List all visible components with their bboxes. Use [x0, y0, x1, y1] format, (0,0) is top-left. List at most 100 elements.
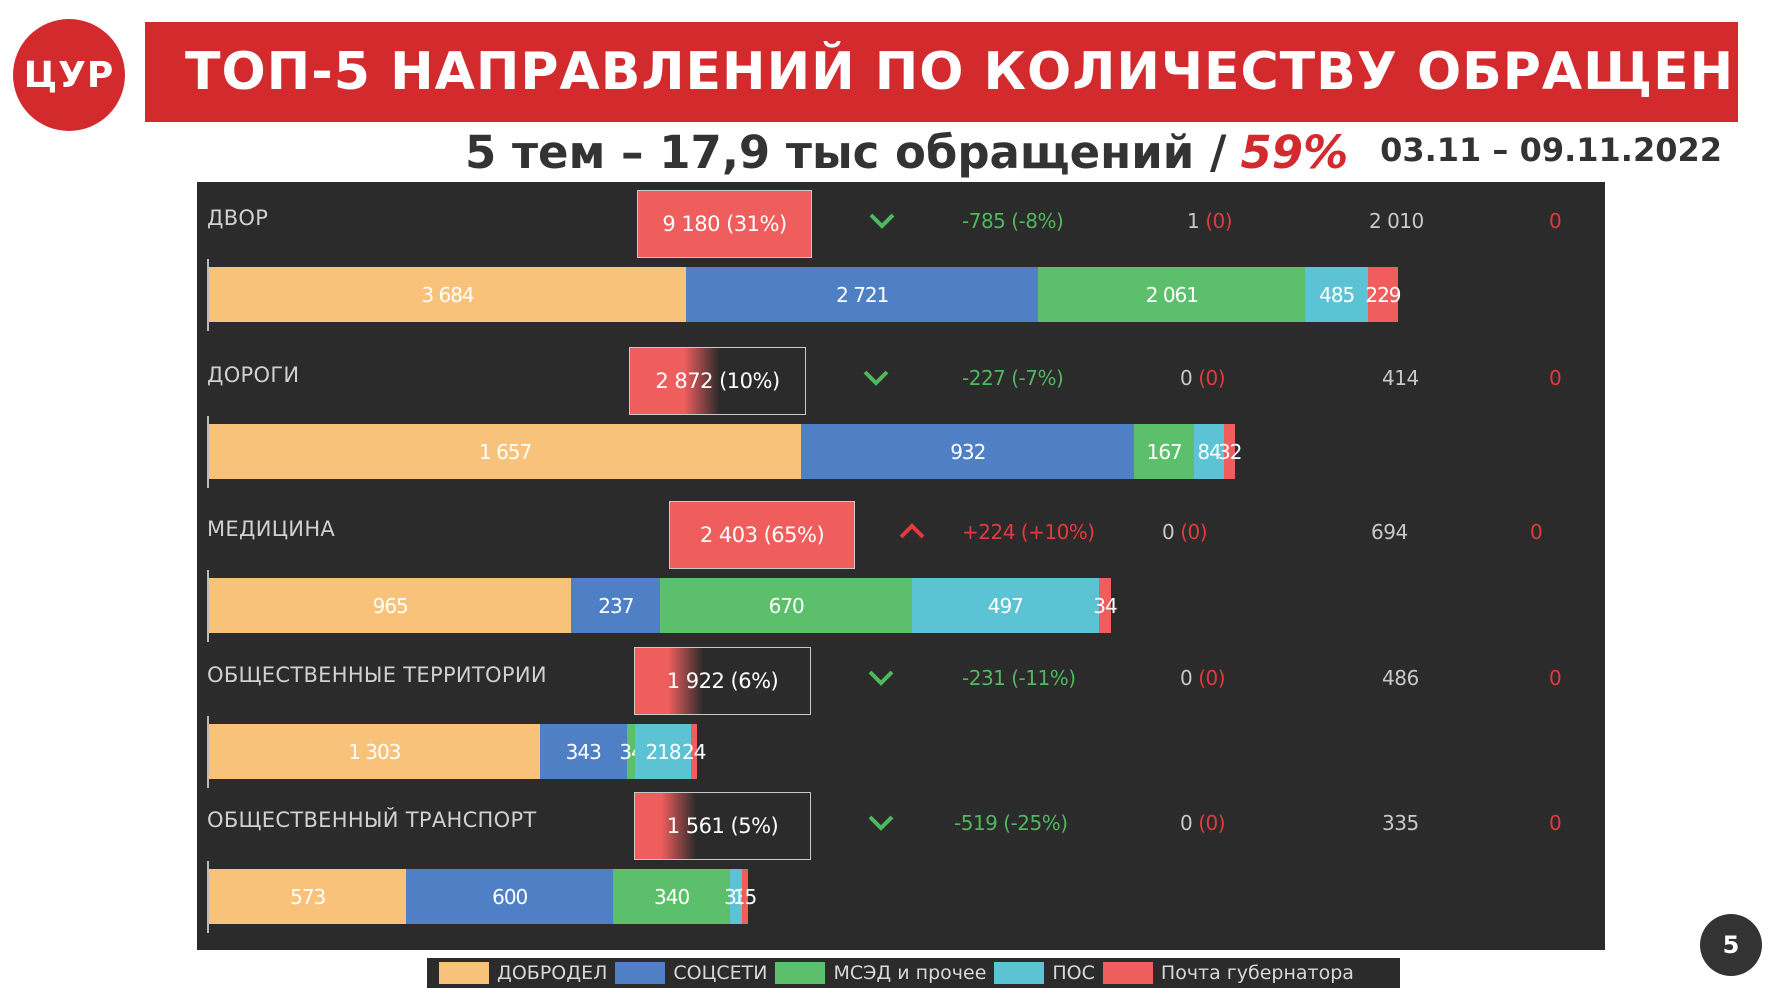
bar-segment-label: 343 [565, 739, 602, 764]
bar-segment-label: 965 [372, 593, 409, 618]
bar-segment-label: 2 721 [836, 282, 889, 307]
legend-label: ДОБРОДЕЛ [497, 962, 608, 984]
legend-swatch [615, 962, 666, 984]
bar-segment-пос: 485 [1305, 267, 1369, 322]
bar-segment-соцсети: 600 [406, 869, 614, 924]
stacked-bar: 3 684 2 721 2 061 485 229 [207, 259, 1402, 331]
date-range: 03.11 – 09.11.2022 [1380, 131, 1722, 169]
bar-segment-label: 32 [1218, 439, 1242, 464]
category-label: МЕДИЦИНА [207, 517, 336, 541]
trend-down-icon [868, 670, 894, 686]
subtitle: 5 тем – 17,9 тыс обращений / 59% [465, 122, 1348, 182]
stat-count-value: 0 [1162, 520, 1175, 544]
change-value: -785 (-8%) [962, 209, 1064, 233]
bar-segment-label: 340 [654, 884, 690, 909]
total-value-box: 2 872 (10%) [629, 347, 806, 415]
total-value-box: 9 180 (31%) [637, 190, 812, 258]
change-value: -519 (-25%) [954, 811, 1068, 835]
stacked-bar: 1 657 932 167 84 32 [207, 416, 1243, 488]
bar-axis-line [207, 861, 209, 933]
stat-secondary: 486 [1382, 666, 1419, 690]
page-title: ТОП-5 НАПРАВЛЕНИЙ ПО КОЛИЧЕСТВУ ОБРАЩЕНИ… [145, 22, 1767, 122]
bar-segment-соцсети: 343 [539, 724, 627, 779]
legend-label: Почта губернатора [1160, 962, 1354, 984]
bar-segment-мсэд-и-прочее: 167 [1134, 424, 1195, 479]
bar-segment-мсэд-и-прочее: 2 061 [1038, 267, 1306, 322]
bar-segment-label: 84 [1197, 439, 1221, 464]
legend-label: СОЦСЕТИ [673, 962, 768, 984]
bar-segment-соцсети: 2 721 [686, 267, 1039, 322]
stat-count-paren: (0) [1198, 366, 1226, 390]
stacked-bar: 965 237 670 497 34 [207, 570, 1118, 642]
stat-third: 0 [1549, 209, 1562, 233]
chart-legend: ДОБРОДЕЛ СОЦСЕТИ МСЭД и прочее ПОС Почта губ… [427, 958, 1400, 988]
bar-segment-почта-губернатора: 15 [733, 869, 757, 924]
stacked-bar: 573 600 340 33 15 [207, 861, 757, 933]
total-value-box: 1 922 (6%) [634, 647, 811, 715]
bar-axis-line [207, 259, 209, 331]
bar-segment-пос: 218 [635, 724, 691, 779]
bar-segment-добродел: 1 657 [209, 424, 802, 479]
bar-segment-label: 229 [1365, 282, 1401, 307]
stat-secondary: 2 010 [1369, 209, 1424, 233]
stat-count-value: 1 [1187, 209, 1200, 233]
bar-segment-label: 218 [645, 739, 681, 764]
logo-badge: ЦУР [13, 19, 125, 131]
category-label: ДОРОГИ [207, 363, 300, 387]
stat-count: 1 (0) [1187, 209, 1233, 233]
stat-count-paren: (0) [1198, 811, 1226, 835]
page-number: 5 [1700, 914, 1762, 976]
change-value: +224 (+10%) [962, 520, 1095, 544]
trend-up-icon [899, 523, 925, 539]
bar-segment-добродел: 965 [209, 578, 572, 633]
bar-segment-label: 1 657 [478, 439, 532, 464]
bar-segment-label: 15 [732, 884, 757, 909]
total-value-box: 2 403 (65%) [669, 501, 855, 569]
bar-segment-мсэд-и-прочее: 34 [619, 724, 644, 779]
bar-axis-line [207, 716, 209, 788]
stat-secondary: 335 [1382, 811, 1419, 835]
trend-down-icon [863, 370, 889, 386]
stat-third: 0 [1549, 811, 1562, 835]
bar-segment-label: 2 061 [1145, 282, 1199, 307]
category-label: ДВОР [207, 206, 269, 230]
stat-count-value: 0 [1180, 666, 1193, 690]
subtitle-percent: 59% [1240, 125, 1349, 179]
bar-segment-соцсети: 237 [571, 578, 661, 633]
bar-segment-почта-губернатора: 34 [1093, 578, 1118, 633]
legend-label: ПОС [1052, 962, 1095, 984]
stat-count-paren: (0) [1198, 666, 1226, 690]
bar-segment-добродел: 1 303 [209, 724, 540, 779]
change-value: -227 (-7%) [962, 366, 1064, 390]
stat-third: 0 [1530, 520, 1543, 544]
bar-axis-line [207, 416, 209, 488]
stat-third: 0 [1549, 366, 1562, 390]
stat-secondary: 694 [1371, 520, 1408, 544]
stat-count-value: 0 [1180, 366, 1193, 390]
bar-segment-label: 1 303 [348, 739, 401, 764]
bar-axis-line [207, 570, 209, 642]
total-value-box: 1 561 (5%) [634, 792, 811, 860]
bar-segment-label: 3 684 [421, 282, 474, 307]
bar-segment-пос: 84 [1194, 424, 1225, 479]
bar-segment-добродел: 3 684 [209, 267, 687, 322]
legend-item: Почта губернатора [1102, 962, 1354, 984]
stat-count: 0 (0) [1180, 811, 1226, 835]
stat-third: 0 [1549, 666, 1562, 690]
legend-swatch [994, 962, 1045, 984]
bar-segment-label: 485 [1319, 282, 1355, 307]
category-label: ОБЩЕСТВЕННЫЙ ТРАНСПОРТ [207, 808, 537, 832]
trend-down-icon [869, 213, 895, 229]
stat-count: 0 (0) [1162, 520, 1208, 544]
chart-panel: ДВОР 9 180 (31%) -785 (-8%) 1 (0) 2 010 0 3 684… [197, 182, 1605, 950]
bar-segment-label: 600 [492, 884, 528, 909]
bar-segment-почта-губернатора: 229 [1365, 267, 1402, 322]
stat-count-paren: (0) [1205, 209, 1233, 233]
stat-count: 0 (0) [1180, 666, 1226, 690]
bar-segment-мсэд-и-прочее: 340 [613, 869, 731, 924]
category-label: ОБЩЕСТВЕННЫЕ ТЕРРИТОРИИ [207, 663, 547, 687]
legend-label: МСЭД и прочее [833, 962, 987, 984]
stacked-bar: 1 303 343 34 218 24 [207, 716, 707, 788]
legend-item: ПОС [994, 962, 1095, 984]
bar-segment-label: 497 [987, 593, 1024, 618]
